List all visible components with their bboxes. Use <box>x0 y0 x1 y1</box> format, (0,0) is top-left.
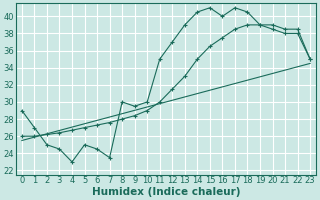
X-axis label: Humidex (Indice chaleur): Humidex (Indice chaleur) <box>92 187 240 197</box>
